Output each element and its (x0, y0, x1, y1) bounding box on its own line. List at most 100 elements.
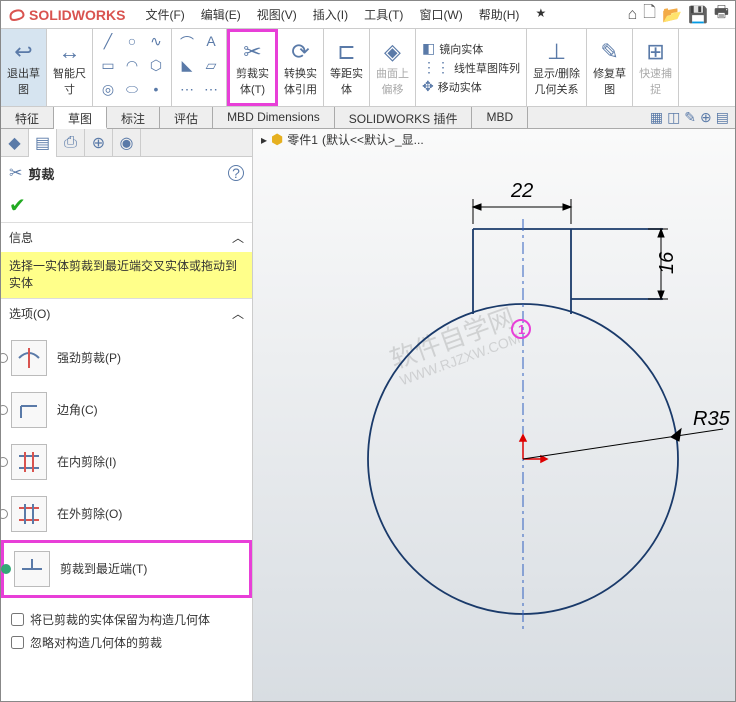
spline-icon[interactable]: ∿ (145, 33, 167, 55)
chamfer-icon[interactable]: ◣ (176, 57, 198, 79)
icon-3[interactable]: ✎ (684, 109, 696, 126)
chk2-input[interactable] (11, 636, 24, 649)
surface-offset-button[interactable]: ◈ 曲面上 偏移 (370, 29, 416, 106)
collapse-icon-2: ︿ (232, 305, 244, 322)
command-tabs: 特征 草图 标注 评估 MBD Dimensions SOLIDWORKS 插件… (1, 107, 735, 129)
trim-checkboxes: 将已剪裁的实体保留为构造几何体 忽略对构造几何体的剪裁 (1, 602, 252, 660)
trim-nearest-icon (14, 551, 50, 587)
info-section-header[interactable]: 信息 ︿ (1, 222, 252, 252)
exit-sketch-icon: ↩ (14, 39, 32, 65)
icon-1[interactable]: ▦ (650, 109, 663, 126)
tab-annotate[interactable]: 标注 (107, 107, 160, 128)
opt-trim-nearest[interactable]: 剪裁到最近端(T) (1, 540, 252, 598)
relations-icon: ⊥ (547, 39, 566, 65)
property-manager: ◆ ▤ ⎙ ⊕ ◉ ✂ 剪裁 ? ✔ 信息 ︿ 选择一实体剪裁到最近端交叉实体或… (1, 129, 253, 701)
tab-mbd[interactable]: MBD (472, 107, 528, 128)
text-icon[interactable]: A (200, 33, 222, 55)
tab-sketch[interactable]: 草图 (54, 107, 107, 129)
icon-2[interactable]: ◫ (667, 109, 680, 126)
tab-mbd-dim[interactable]: MBD Dimensions (213, 107, 335, 128)
convert-icon: ⟳ (291, 39, 309, 65)
dimension-icon: ↔ (59, 39, 81, 65)
pm-header: ✂ 剪裁 ? (1, 157, 252, 189)
trim-options: 强劲剪裁(P) 边角(C) 在内剪除(I) 在外剪除(O) 剪裁到最近端(T) (1, 328, 252, 602)
repair-sketch-button[interactable]: ✎ 修复草 图 (587, 29, 633, 106)
tab-evaluate[interactable]: 评估 (160, 107, 213, 128)
fillet-icon[interactable]: ⌒ (176, 33, 198, 55)
menu-window[interactable]: 窗口(W) (415, 2, 466, 27)
dim-tab[interactable]: ⊕ (85, 129, 113, 157)
misc-icon[interactable]: ⋯ (176, 81, 198, 103)
sketch-tools-grid-2: ⌒ A ◣ ▱ ⋯ ⋯ (172, 29, 227, 106)
ellipse-icon[interactable]: ⬭ (121, 81, 143, 103)
new-icon[interactable]: 🗋 (643, 1, 656, 28)
property-tab[interactable]: ▤ (29, 129, 57, 157)
chk-ignore-construction[interactable]: 忽略对构造几何体的剪裁 (11, 631, 242, 654)
logo-text: SOLIDWORKS (29, 7, 125, 23)
mirror-button[interactable]: ◧镜向实体 (422, 40, 520, 57)
rect-icon[interactable]: ▭ (97, 57, 119, 79)
appearance-tab[interactable]: ◉ (113, 129, 141, 157)
menu-star-icon[interactable]: ★ (531, 2, 550, 27)
chk1-input[interactable] (11, 613, 24, 626)
graphics-area[interactable]: ▸ ⬢ 零件1 (默认<<默认>_显... 软件自学网 WWW.RJZXW.CO… (253, 129, 735, 701)
slot-icon[interactable]: ◎ (97, 81, 119, 103)
tab-addins[interactable]: SOLIDWORKS 插件 (335, 107, 473, 128)
menu-help[interactable]: 帮助(H) (475, 2, 524, 27)
quick-snap-button[interactable]: ⊞ 快速捕 捉 (633, 29, 679, 106)
info-message: 选择一实体剪裁到最近端交叉实体或拖动到实体 (1, 252, 252, 298)
menu-tools[interactable]: 工具(T) (360, 2, 407, 27)
icon-4[interactable]: ⊕ (700, 109, 712, 126)
exit-sketch-button[interactable]: ↩ 退出草 图 (1, 29, 47, 106)
menu-items: 文件(F) 编辑(E) 视图(V) 插入(I) 工具(T) 窗口(W) 帮助(H… (131, 2, 550, 27)
sketch-tools-grid: ╱ ○ ∿ ▭ ◠ ⬡ ◎ ⬭ • (93, 29, 172, 106)
menu-edit[interactable]: 编辑(E) (197, 2, 245, 27)
trim-icon: ✂ (243, 39, 261, 65)
feature-tree-tab[interactable]: ◆ (1, 129, 29, 157)
ribbon: ↩ 退出草 图 ↔ 智能尺 寸 ╱ ○ ∿ ▭ ◠ ⬡ ◎ ⬭ • ⌒ A ◣ … (1, 29, 735, 107)
ok-button[interactable]: ✔ (1, 189, 252, 222)
move-icon: ✥ (422, 78, 434, 95)
dim-22: 22 (510, 180, 533, 202)
pattern-icon: ⋮⋮ (422, 59, 450, 76)
save-icon[interactable]: 💾 (688, 5, 708, 25)
corner-icon (11, 392, 47, 428)
plane-icon[interactable]: ▱ (200, 57, 222, 79)
convert-entities-button[interactable]: ⟳ 转换实 体引用 (278, 29, 324, 106)
line-icon[interactable]: ╱ (97, 33, 119, 55)
opt-trim-outside[interactable]: 在外剪除(O) (1, 488, 252, 540)
polygon-icon[interactable]: ⬡ (145, 57, 167, 79)
options-section-header[interactable]: 选项(O) ︿ (1, 298, 252, 328)
point-icon[interactable]: • (145, 81, 167, 103)
transform-group: ◧镜向实体 ⋮⋮线性草图阵列 ✥移动实体 (416, 29, 527, 106)
mirror-icon: ◧ (422, 40, 435, 57)
pattern-button[interactable]: ⋮⋮线性草图阵列 (422, 59, 520, 76)
sketch-drawing: 22 16 R35 1 (253, 129, 736, 701)
move-button[interactable]: ✥移动实体 (422, 78, 520, 95)
trim-entities-button[interactable]: ✂ 剪裁实 体(T) (227, 29, 278, 106)
circle-icon[interactable]: ○ (121, 33, 143, 55)
pm-title: 剪裁 (28, 164, 54, 183)
tabbar-extra-icons: ▦ ◫ ✎ ⊕ ▤ (644, 107, 735, 128)
open-icon[interactable]: 📂 (662, 5, 682, 25)
home-icon[interactable]: ⌂ (628, 6, 638, 24)
menu-file[interactable]: 文件(F) (141, 2, 188, 27)
icon-5[interactable]: ▤ (716, 109, 729, 126)
print-icon[interactable]: 🖶 (714, 1, 729, 28)
offset-entities-button[interactable]: ⊏ 等距实 体 (324, 29, 370, 106)
misc2-icon[interactable]: ⋯ (200, 81, 222, 103)
menu-view[interactable]: 视图(V) (253, 2, 301, 27)
side-tabs: ◆ ▤ ⎙ ⊕ ◉ (1, 129, 252, 157)
help-icon[interactable]: ? (228, 165, 244, 181)
opt-power-trim[interactable]: 强劲剪裁(P) (1, 332, 252, 384)
arc-icon[interactable]: ◠ (121, 57, 143, 79)
opt-corner[interactable]: 边角(C) (1, 384, 252, 436)
config-tab[interactable]: ⎙ (57, 129, 85, 157)
tab-features[interactable]: 特征 (1, 107, 54, 128)
show-relations-button[interactable]: ⊥ 显示/删除 几何关系 (527, 29, 587, 106)
smart-dimension-button[interactable]: ↔ 智能尺 寸 (47, 29, 93, 106)
opt-trim-inside[interactable]: 在内剪除(I) (1, 436, 252, 488)
menu-insert[interactable]: 插入(I) (309, 2, 352, 27)
chk-keep-construction[interactable]: 将已剪裁的实体保留为构造几何体 (11, 608, 242, 631)
surface-icon: ◈ (384, 39, 401, 65)
